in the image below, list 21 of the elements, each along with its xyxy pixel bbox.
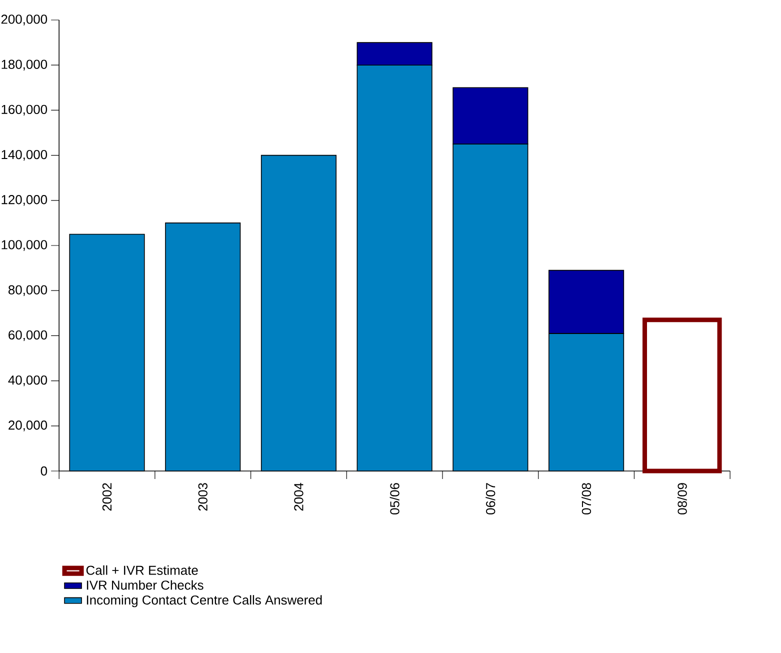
x-tick-label: 07/08 <box>582 483 592 514</box>
y-tick-label: 0 <box>40 466 48 476</box>
y-tick-label: 120,000 <box>2 195 48 206</box>
y-tick-label: 140,000 <box>2 150 48 161</box>
legend-label: Call + IVR Estimate <box>86 565 198 575</box>
x-tick-label: 2003 <box>198 483 208 511</box>
legend-label: IVR Number Checks <box>86 580 204 590</box>
x-tick-label: 08/09 <box>677 483 687 514</box>
x-tick-label: 06/07 <box>486 483 496 514</box>
y-tick-label: 100,000 <box>2 240 48 251</box>
y-tick-label: 180,000 <box>2 60 48 70</box>
y-tick-label: 60,000 <box>8 330 48 342</box>
y-tick-label: 20,000 <box>8 420 48 432</box>
x-tick-label: 05/06 <box>390 483 400 514</box>
x-tick-label: 2002 <box>102 483 112 511</box>
y-tick-label: 200,000 <box>1 14 48 26</box>
y-tick-label: 80,000 <box>8 285 48 296</box>
legend-label: Incoming Contact Centre Calls Answered <box>86 595 322 608</box>
y-tick-label: 160,000 <box>2 104 48 116</box>
y-tick-label: 40,000 <box>8 375 48 386</box>
x-tick-label: 2004 <box>294 482 304 511</box>
